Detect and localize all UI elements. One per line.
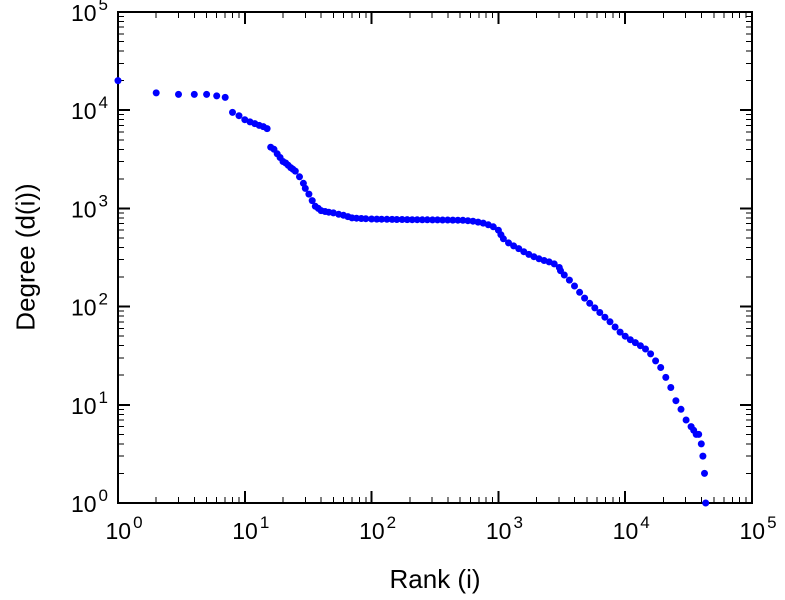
data-point (383, 215, 391, 223)
data-point (571, 282, 578, 290)
data-point (263, 125, 271, 133)
x-tick-label: 10 1 (232, 513, 269, 544)
data-point (636, 342, 644, 350)
data-point (515, 245, 523, 253)
data-point (459, 216, 467, 224)
data-point (601, 313, 609, 321)
data-point (560, 271, 568, 279)
data-point (221, 93, 229, 101)
data-points (114, 77, 710, 507)
data-point (576, 288, 584, 296)
data-point (235, 112, 243, 120)
data-point (454, 216, 462, 224)
data-point (489, 223, 497, 231)
data-point (464, 217, 472, 225)
axis-ticks (117, 11, 753, 504)
data-point (308, 197, 316, 205)
data-point (362, 215, 370, 223)
x-tick-label: 10 4 (613, 513, 650, 544)
data-point (667, 384, 675, 391)
data-point (439, 216, 447, 224)
data-point (701, 469, 708, 477)
y-tick-label: 10 4 (71, 93, 108, 124)
data-point (329, 209, 337, 217)
data-point (699, 452, 707, 460)
data-point (695, 430, 703, 438)
data-point (586, 299, 594, 307)
data-point (190, 90, 198, 98)
data-point (444, 216, 452, 224)
data-point (631, 339, 639, 347)
data-point (418, 216, 426, 224)
data-point (565, 276, 573, 284)
y-tick-label: 10 2 (71, 290, 108, 321)
data-point (672, 397, 680, 405)
data-point (213, 92, 221, 100)
data-point (652, 357, 660, 365)
data-point (393, 216, 401, 223)
x-tick-label: 10 2 (359, 513, 396, 544)
data-point (621, 332, 629, 340)
data-point (606, 318, 614, 326)
data-point (301, 184, 309, 192)
x-axis-label: Rank (i) (389, 564, 481, 594)
y-tick-label: 10 1 (71, 388, 108, 419)
data-point (423, 216, 431, 224)
data-point (413, 216, 421, 224)
data-point (550, 260, 558, 268)
x-tick-label: 10 3 (486, 513, 523, 544)
data-point (403, 216, 411, 224)
data-point (642, 345, 649, 353)
data-point (499, 235, 507, 243)
data-point (175, 90, 182, 98)
data-point (296, 173, 303, 181)
x-tick-label: 10 0 (105, 513, 142, 544)
x-tick-label: 10 5 (739, 513, 776, 544)
data-point (305, 190, 313, 198)
data-point (114, 77, 122, 85)
y-tick-label: 10 5 (71, 0, 108, 26)
data-point (505, 239, 512, 247)
data-point (408, 216, 416, 224)
data-point (581, 294, 589, 302)
data-point (152, 89, 160, 97)
data-point (591, 304, 599, 312)
data-point (682, 416, 690, 424)
data-point (647, 350, 655, 358)
data-point (429, 216, 436, 224)
data-point (229, 108, 236, 116)
data-point (398, 216, 406, 223)
data-point (611, 323, 619, 331)
data-point (291, 167, 299, 175)
y-tick-label: 10 0 (71, 486, 108, 517)
data-point (368, 215, 376, 223)
data-point (702, 499, 710, 507)
data-point (203, 90, 211, 98)
data-point (657, 364, 665, 371)
data-point (662, 373, 670, 381)
data-point (697, 440, 705, 448)
tick-labels: 10 0 10 1 10 2 10 3 10 4 10 5 10 0 10 1 10 2 10 3 10 4 10 5 (71, 0, 777, 544)
y-axis-label: Degree (d(i)) (10, 183, 41, 331)
data-point (596, 309, 604, 316)
axis-box (117, 11, 753, 504)
data-point (616, 328, 624, 336)
data-point (677, 405, 685, 413)
y-tick-label: 10 3 (71, 191, 108, 222)
data-point (434, 216, 441, 224)
data-point (449, 216, 457, 224)
data-point (378, 215, 386, 223)
